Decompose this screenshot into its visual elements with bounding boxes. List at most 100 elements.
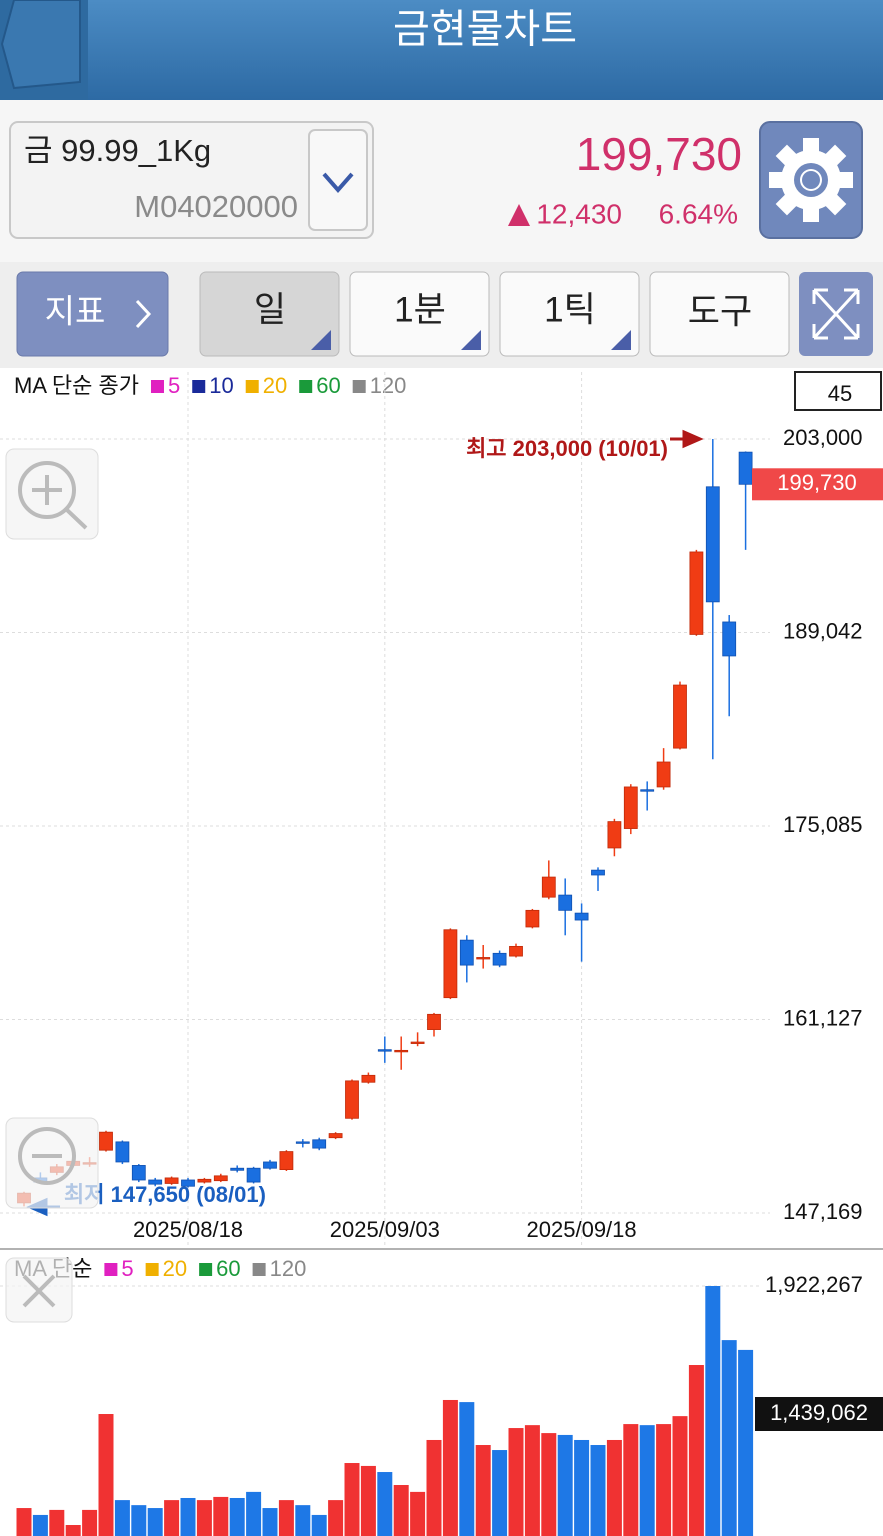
candle-body — [427, 1013, 441, 1030]
candle-body — [640, 789, 655, 792]
volume-bar — [32, 1514, 48, 1536]
candle-body — [115, 1141, 130, 1163]
candle-body — [591, 869, 605, 876]
chart-layer: MA 단순 종가 5 10 20 60 120 203,000 189,042 175,085 1… — [0, 372, 883, 1536]
volume-bar — [541, 1433, 557, 1536]
candle-body — [230, 1167, 245, 1171]
change-rate: 6.64% — [659, 198, 738, 229]
volume-bar — [639, 1425, 655, 1536]
back-button[interactable] — [0, 0, 88, 100]
indicator-label: MA 단순 종가 — [14, 373, 139, 398]
legend-label: 20 — [263, 373, 287, 398]
candle-body — [181, 1179, 195, 1187]
volume-bar — [147, 1508, 163, 1536]
indicator-label: 지표 — [45, 293, 106, 330]
header-bar — [0, 0, 883, 100]
candle-body — [509, 945, 523, 957]
candle-body — [558, 894, 573, 911]
volume-bar — [688, 1365, 704, 1536]
candle-body — [263, 1161, 277, 1169]
close-indicator-button[interactable] — [5, 1257, 73, 1323]
legend-label: 120 — [270, 1256, 307, 1281]
volume-bar — [229, 1497, 245, 1536]
volume-bar — [623, 1424, 639, 1536]
volume-bar — [213, 1496, 229, 1536]
instrument-selector[interactable] — [9, 121, 374, 239]
volume-bar — [278, 1500, 294, 1536]
volume-bar — [459, 1402, 475, 1536]
volume-bar — [82, 1509, 98, 1536]
volume-bar — [377, 1472, 393, 1536]
volume-bar — [16, 1508, 32, 1536]
candle-body — [246, 1167, 261, 1183]
legend-label: 60 — [216, 1256, 240, 1281]
candle-body — [722, 621, 737, 657]
volume-bar — [442, 1399, 458, 1536]
minute-button[interactable] — [349, 271, 490, 357]
legend-swatch — [252, 1263, 266, 1276]
zoom-in-button[interactable] — [5, 448, 99, 540]
volume-bar — [393, 1485, 409, 1536]
volume-bar — [426, 1439, 442, 1536]
candle-body — [607, 821, 622, 849]
candle-body — [164, 1177, 179, 1184]
legend-swatch — [145, 1263, 159, 1276]
candle-body — [99, 1131, 113, 1151]
settings-button[interactable] — [759, 121, 863, 239]
legend-label: 5 — [168, 373, 180, 398]
period-label: 일 — [254, 290, 286, 329]
period-button[interactable] — [199, 271, 340, 357]
header-title: 금현물차트 — [393, 8, 577, 52]
count-box — [794, 371, 882, 411]
volume-bar — [246, 1491, 262, 1536]
volume-bar — [131, 1505, 147, 1536]
volume-bar — [295, 1505, 311, 1536]
candle-body — [738, 451, 753, 485]
candle-body — [525, 909, 540, 928]
y-tick-label: 161,127 — [783, 1005, 863, 1030]
y-tick-label: 147,169 — [783, 1199, 863, 1224]
volume-bar — [98, 1414, 114, 1536]
candle-body — [295, 1141, 310, 1144]
legend-swatch — [192, 380, 206, 393]
candle-body — [689, 551, 704, 635]
candle-body — [361, 1074, 376, 1083]
legend-swatch — [150, 380, 164, 393]
volume-bar — [508, 1428, 524, 1536]
volume-bar — [672, 1416, 688, 1536]
candle-body — [197, 1178, 212, 1183]
tools-button[interactable] — [649, 271, 790, 357]
candle-body — [345, 1080, 359, 1119]
instrument-name: 금 99.99_1Kg — [24, 133, 211, 168]
candle-body — [213, 1175, 228, 1182]
candle-body — [394, 1049, 409, 1053]
volume-bar — [344, 1463, 360, 1536]
tick-button[interactable] — [499, 271, 640, 357]
legend-swatch — [352, 380, 366, 393]
x-tick-label: 2025/09/03 — [330, 1217, 440, 1242]
legend-label: 20 — [163, 1256, 187, 1281]
minute-label: 1분 — [394, 290, 446, 329]
candle-body — [279, 1151, 294, 1170]
volume-bar — [180, 1497, 196, 1536]
indicator-button[interactable] — [16, 271, 169, 357]
volume-bar — [164, 1500, 180, 1536]
zoom-out-button[interactable] — [5, 1117, 99, 1209]
volume-bar — [328, 1500, 344, 1536]
candle-body — [574, 912, 589, 921]
volume-bar — [574, 1439, 590, 1536]
legend-label: 60 — [316, 373, 340, 398]
volume-bar — [524, 1425, 540, 1536]
price-change: 12,430 — [536, 198, 622, 229]
last-price-box — [752, 468, 883, 501]
candle-body — [476, 957, 491, 960]
legend-label: 5 — [121, 1256, 133, 1281]
tick-label: 1틱 — [544, 290, 596, 329]
candle-body — [492, 952, 507, 966]
expand-button[interactable] — [799, 272, 873, 356]
legend-label: 120 — [370, 373, 407, 398]
visible-count: 45 — [828, 381, 852, 406]
instrument-code: M04020000 — [134, 189, 298, 224]
volume-bar — [738, 1349, 754, 1536]
